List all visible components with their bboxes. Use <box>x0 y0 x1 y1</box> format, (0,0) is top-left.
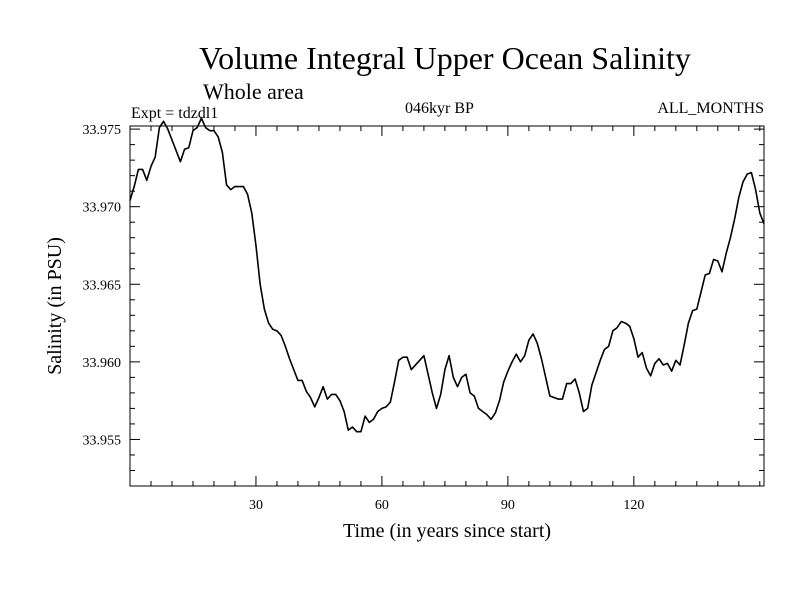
x-tick-label: 90 <box>501 498 515 513</box>
y-tick-label: 33.960 <box>83 356 122 371</box>
y-tick-label: 33.955 <box>83 433 122 448</box>
y-tick-label: 33.970 <box>83 201 122 216</box>
plot-frame <box>129 125 765 487</box>
chart-subtitle: Whole area <box>203 79 304 104</box>
chart-title: Volume Integral Upper Ocean Salinity <box>199 40 691 76</box>
y-tick-label: 33.965 <box>83 278 122 293</box>
y-tick-label: 33.975 <box>83 123 122 138</box>
salinity-series-line <box>129 117 765 433</box>
x-axis-title: Time (in years since start) <box>343 520 551 542</box>
axis-tick-labels: 30 60 90 120 33.955 33.960 33.965 33.970 33.975 <box>83 123 645 513</box>
months-label: ALL_MONTHS <box>657 100 764 117</box>
x-tick-label: 30 <box>249 498 263 513</box>
period-label: 046kyr BP <box>405 100 474 117</box>
experiment-label: Expt = tdzdl1 <box>131 105 219 122</box>
x-tick-label: 60 <box>375 498 389 513</box>
y-axis-title: Salinity (in PSU) <box>44 237 66 375</box>
axis-ticks <box>130 126 764 486</box>
x-tick-label: 120 <box>623 498 644 513</box>
